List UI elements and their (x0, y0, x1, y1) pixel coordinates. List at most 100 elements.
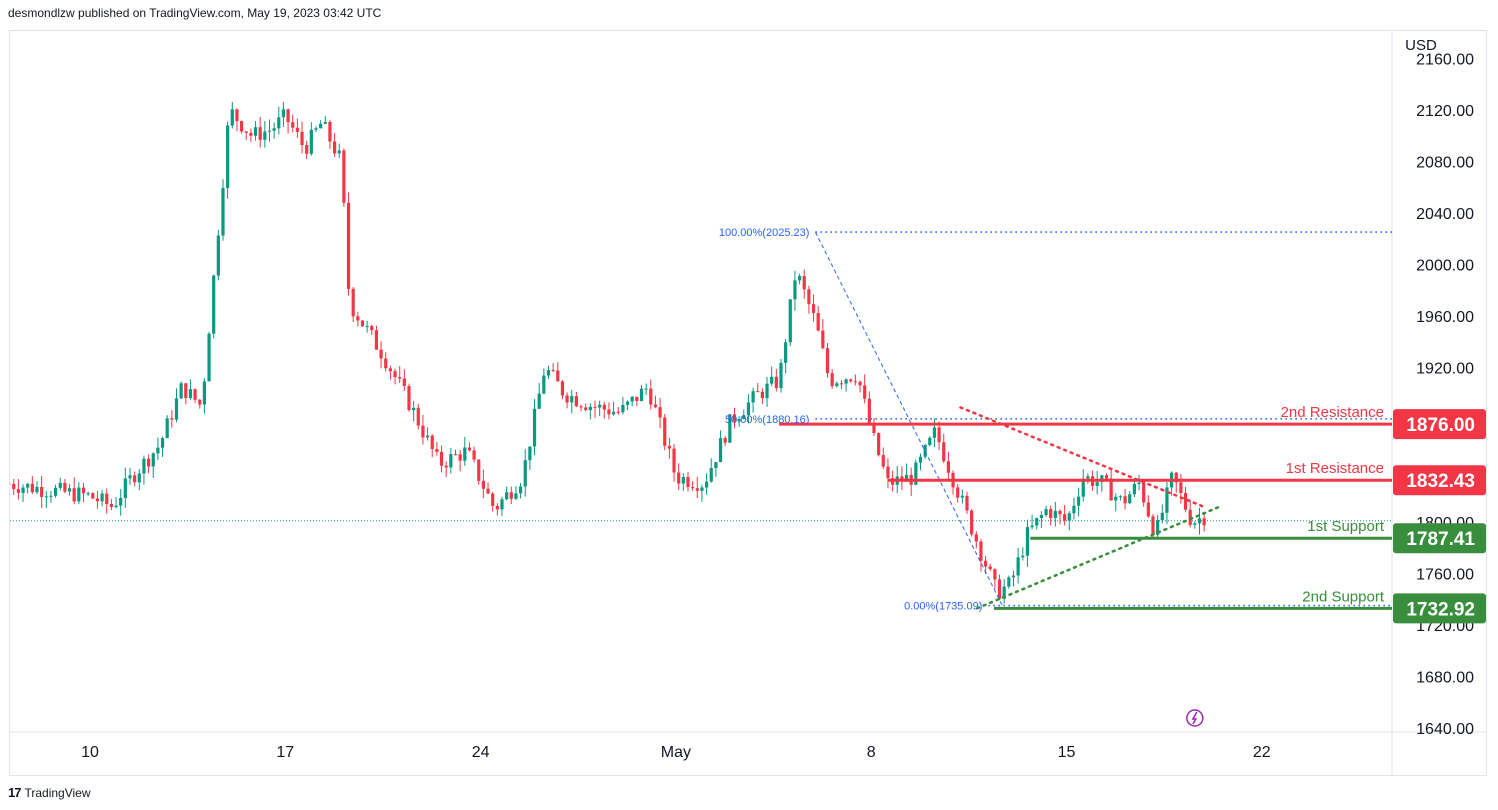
candle-body (1123, 496, 1127, 504)
candle-body (40, 487, 44, 497)
candle-body (244, 131, 248, 133)
candle-body (216, 235, 220, 276)
x-tick-label: May (661, 744, 691, 761)
candle-body (142, 458, 146, 474)
candle-body (1044, 509, 1048, 516)
candle-body (249, 132, 253, 136)
candle-body (584, 407, 588, 411)
candle-body (658, 407, 662, 418)
level-price-label: 1876.00 (1406, 415, 1475, 436)
candle-body (983, 560, 988, 567)
candle-body (700, 487, 704, 491)
candle-body (421, 425, 425, 438)
candle-body (974, 534, 978, 542)
publish-info: desmondlzw published on TradingView.com,… (8, 6, 382, 20)
candle-body (965, 495, 969, 511)
candle-body (956, 487, 960, 498)
candle-body (12, 483, 16, 490)
candle-body (165, 418, 169, 439)
candle-body (704, 481, 709, 488)
candle-body (35, 487, 39, 493)
candle-body (1193, 523, 1197, 525)
brand-name: TradingView (24, 785, 91, 800)
candle-body (286, 109, 290, 123)
candle-body (770, 376, 774, 384)
candle-body (384, 358, 388, 369)
y-tick-label: 2040.00 (1416, 206, 1474, 223)
candle-body (449, 454, 453, 468)
level-price-tag (1393, 593, 1486, 624)
candle-body (184, 383, 188, 399)
candle-body (365, 325, 369, 327)
candle-body (495, 505, 499, 510)
triangle-lower-line (975, 505, 1222, 610)
candle-body (695, 488, 699, 491)
candle-body (1011, 575, 1016, 578)
candle-body (133, 475, 137, 483)
candle-body (1035, 518, 1039, 526)
candle-body (291, 122, 295, 128)
x-tick-label: 24 (472, 744, 490, 761)
candle-body (425, 435, 430, 438)
candle-body (477, 459, 481, 481)
candle-body (560, 381, 565, 396)
candle-body (1076, 496, 1081, 506)
y-tick-label: 1680.00 (1416, 670, 1474, 687)
candle-body (532, 408, 537, 447)
candle-body (444, 465, 448, 468)
candle-body (858, 381, 862, 386)
candle-body (505, 492, 509, 500)
candle-body (625, 401, 630, 405)
candle-body (105, 493, 109, 505)
candle-body (305, 145, 309, 154)
candle-body (528, 446, 532, 461)
candle-body (281, 109, 286, 118)
candle-body (579, 406, 583, 408)
candle-body (653, 404, 658, 408)
y-tick-label: 2120.00 (1416, 103, 1474, 120)
candle-body (374, 330, 379, 350)
candle-body (202, 381, 206, 405)
triangle-upper-line (959, 406, 1205, 508)
candle-body (91, 493, 95, 499)
level-name-label: 2nd Resistance (1281, 404, 1384, 421)
y-tick-label: 1760.00 (1416, 567, 1474, 584)
candle-body (346, 202, 351, 289)
candle-body (1021, 555, 1025, 558)
currency-label: USD (1405, 37, 1437, 54)
candle-body (816, 313, 820, 331)
candle-body (100, 493, 104, 502)
candle-body (1072, 505, 1076, 514)
candle-body (556, 370, 560, 382)
candle-body (119, 497, 123, 506)
candle-body (681, 477, 685, 484)
candle-body (1132, 483, 1136, 495)
candle-body (179, 383, 183, 399)
candle-body (718, 438, 723, 463)
candle-body (979, 541, 983, 561)
candle-body (1128, 494, 1132, 504)
candle-body (881, 455, 885, 467)
candle-body (997, 579, 1002, 599)
candle-body (928, 437, 932, 445)
lightning-event-icon[interactable] (1186, 709, 1204, 727)
plot-area[interactable] (7, 101, 1392, 610)
candle-body (830, 373, 834, 387)
candle-body (691, 487, 695, 489)
candle-body (174, 398, 179, 420)
candle-body (300, 131, 304, 146)
x-tick-label: 15 (1058, 744, 1076, 761)
chart-frame (9, 30, 1487, 776)
candle-body (160, 438, 165, 448)
candle-body (370, 325, 374, 331)
candle-body (10, 483, 11, 485)
candle-body (993, 569, 997, 580)
candle-body (263, 131, 267, 140)
candle-body (463, 447, 467, 461)
candle-body (514, 493, 518, 499)
candle-body (537, 393, 541, 409)
candle-body (342, 150, 346, 203)
candle-body (863, 385, 867, 399)
candle-body (379, 349, 383, 359)
